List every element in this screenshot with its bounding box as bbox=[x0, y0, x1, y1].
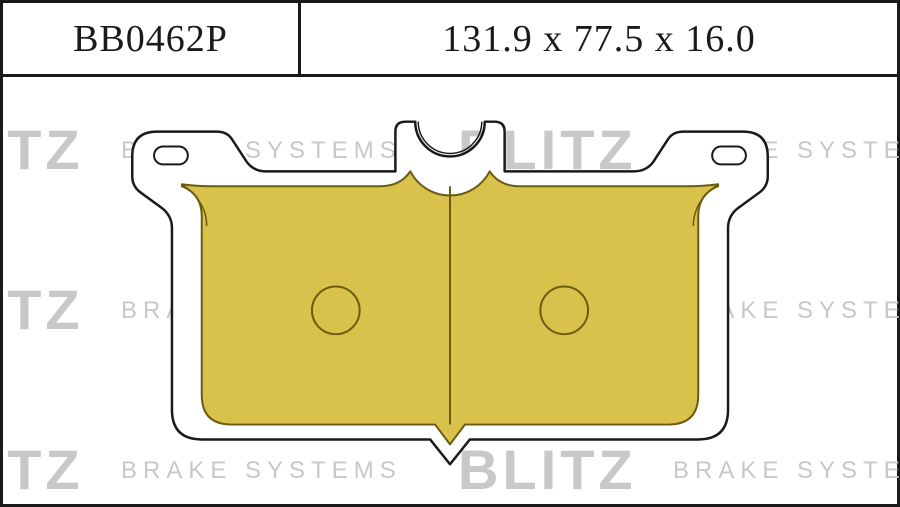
mounting-slot-left bbox=[154, 147, 188, 165]
friction-hole-right bbox=[540, 287, 588, 335]
dimensions-text: 131.9 x 77.5 x 16.0 bbox=[442, 17, 756, 61]
header-row: BB0462P 131.9 x 77.5 x 16.0 bbox=[3, 3, 897, 77]
part-number-cell: BB0462P bbox=[3, 3, 301, 74]
friction-hole-left bbox=[312, 287, 360, 335]
part-number-text: BB0462P bbox=[73, 17, 228, 61]
brake-pad-svg bbox=[3, 77, 897, 504]
mounting-slot-right bbox=[712, 147, 746, 165]
diagram-canvas: BLITZ BRAKE SYSTEMS BLITZ BRAKE SYSTEMS … bbox=[3, 77, 897, 504]
dimensions-cell: 131.9 x 77.5 x 16.0 bbox=[301, 3, 897, 74]
outer-frame: BB0462P 131.9 x 77.5 x 16.0 BLITZ BRAKE … bbox=[0, 0, 900, 507]
